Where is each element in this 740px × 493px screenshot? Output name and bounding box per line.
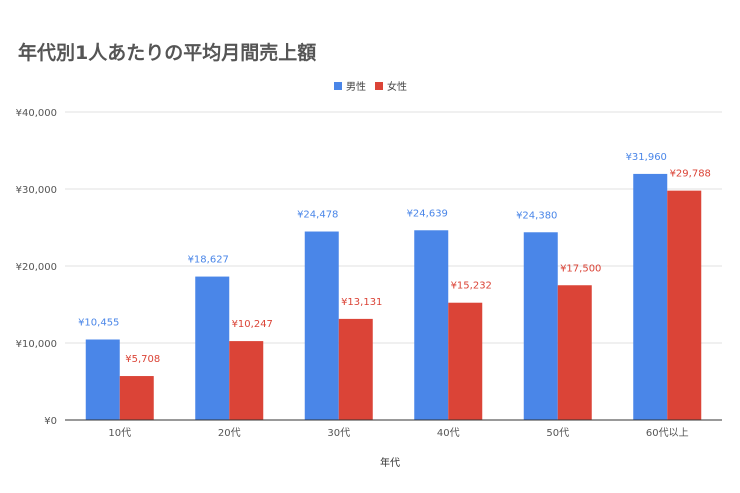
y-tick-label: ¥20,000 <box>16 262 57 273</box>
data-label: ¥5,708 <box>125 354 160 365</box>
data-label: ¥31,960 <box>626 152 667 163</box>
data-label: ¥29,788 <box>670 169 711 180</box>
x-tick-label: 40代 <box>437 427 460 439</box>
y-tick-label: ¥40,000 <box>16 108 57 119</box>
data-label: ¥15,232 <box>451 281 492 292</box>
data-label: ¥10,455 <box>78 317 119 328</box>
data-label: ¥13,131 <box>341 297 382 308</box>
data-label: ¥18,627 <box>188 255 229 266</box>
bar-female <box>448 302 483 420</box>
data-label: ¥10,247 <box>232 319 273 330</box>
bar-female <box>667 190 702 420</box>
x-tick-label: 10代 <box>108 427 131 439</box>
bars <box>85 173 702 420</box>
bar-female <box>557 285 592 420</box>
data-label: ¥24,380 <box>516 210 557 221</box>
data-label: ¥24,478 <box>297 210 338 221</box>
chart-title: 年代別1人あたりの平均月間売上額 <box>18 41 316 64</box>
data-label: ¥17,500 <box>560 263 601 274</box>
x-tick-label: 50代 <box>546 427 569 439</box>
x-tick-label: 20代 <box>218 427 241 439</box>
bar-male <box>195 276 230 420</box>
gridlines <box>65 111 722 344</box>
y-tick-label: ¥0 <box>44 416 57 427</box>
x-axis-label: 年代 <box>380 456 400 469</box>
y-axis-ticks: ¥0 ¥10,000 ¥20,000 ¥30,000 ¥40,000 <box>16 108 57 427</box>
bar-female <box>338 318 373 420</box>
bar-female <box>119 376 154 420</box>
bar-male <box>523 232 558 420</box>
y-tick-label: ¥10,000 <box>16 339 57 350</box>
x-tick-label: 60代以上 <box>646 427 689 439</box>
bar-female <box>229 341 264 420</box>
x-tick-label: 30代 <box>327 427 350 439</box>
legend-swatch <box>375 82 383 90</box>
bar-male <box>414 230 449 420</box>
y-tick-label: ¥30,000 <box>16 185 57 196</box>
bar-male <box>85 339 120 420</box>
legend-label: 女性 <box>387 80 407 93</box>
bar-male <box>304 231 339 420</box>
data-labels: ¥10,455 ¥5,708 ¥18,627 ¥10,247 ¥24,478 ¥13,13… <box>78 152 711 365</box>
legend-label: 男性 <box>346 80 366 93</box>
legend-swatch <box>334 82 342 90</box>
bar-male <box>633 173 668 420</box>
x-axis-ticks: 10代 20代 30代 40代 50代 60代以上 <box>108 427 688 439</box>
data-label: ¥24,639 <box>407 208 448 219</box>
legend: 男性 女性 <box>334 80 407 93</box>
